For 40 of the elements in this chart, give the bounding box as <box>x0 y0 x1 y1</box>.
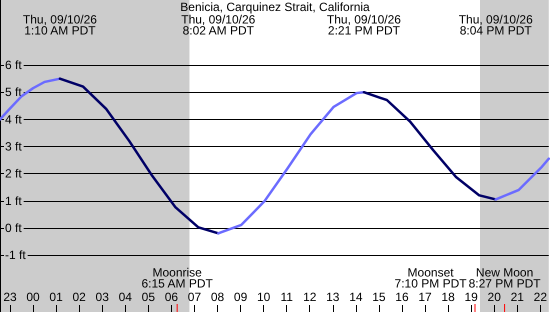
y-tick-label: 4 ft <box>5 112 22 126</box>
annotation: Thu, 09/10/26 8:04 PM PDT <box>458 12 534 38</box>
x-tick-label: 19 <box>464 290 478 304</box>
x-tick-label: 09 <box>234 290 248 304</box>
x-tick-label: 00 <box>26 290 40 304</box>
ref-line-label: Moonset 7:10 PM PDT <box>394 266 468 290</box>
x-tick-label: 10 <box>256 290 271 304</box>
y-tick-label: 2 ft <box>5 166 22 181</box>
ref-line-label: Moonrise 6:15 AM PDT <box>141 266 214 290</box>
x-tick-label: 13 <box>326 290 340 304</box>
x-tick-label: 23 <box>3 290 17 304</box>
x-tick-label: 20 <box>488 290 502 304</box>
x-tick-label: 11 <box>280 290 294 304</box>
y-tick-label: 0 ft <box>5 220 22 235</box>
y-tick-label: 5 ft <box>5 85 22 100</box>
y-tick-label: 3 ft <box>5 140 22 154</box>
y-tick-label: 6 ft <box>5 58 22 72</box>
x-tick-label: 01 <box>49 290 64 304</box>
y-tick-label: -1 ft <box>5 248 26 262</box>
x-tick-label: 02 <box>72 290 86 304</box>
x-tick-label: 04 <box>118 290 132 304</box>
annotation: Thu, 09/10/26 1:10 AM PDT <box>22 12 98 38</box>
x-tick-label: 18 <box>441 290 456 304</box>
x-tick-label: 08 <box>210 290 225 304</box>
x-tick-label: 21 <box>510 290 524 304</box>
x-tick-label: 16 <box>395 290 409 304</box>
chart-title: Benicia, Carquinez Strait, California <box>180 0 370 14</box>
x-tick-label: 12 <box>303 290 317 304</box>
x-tick-label: 03 <box>96 290 110 304</box>
x-tick-label: 07 <box>188 290 202 304</box>
x-tick-label: 17 <box>418 290 432 304</box>
annotation: Thu, 09/10/26 2:21 PM PDT <box>326 12 402 38</box>
annotation: Thu, 09/10/26 8:02 AM PDT <box>181 12 256 38</box>
x-tick-label: 15 <box>372 290 386 304</box>
x-tick-label: 05 <box>142 290 156 304</box>
x-tick-label: 06 <box>164 290 178 304</box>
ref-line-label: New Moon 8:27 PM PDT <box>468 266 542 290</box>
x-tick-label: 14 <box>349 290 363 304</box>
y-tick-label: 1 ft <box>5 194 22 208</box>
x-tick-label: 22 <box>534 290 548 304</box>
